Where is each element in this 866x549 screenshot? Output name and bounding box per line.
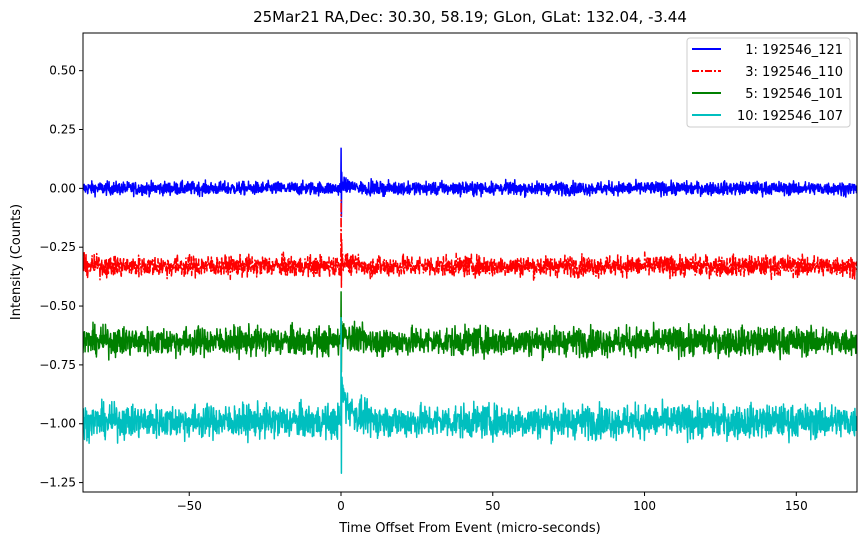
- y-tick-label: 0.00: [49, 181, 76, 195]
- x-tick-label: 150: [785, 499, 808, 513]
- y-tick-label: −0.25: [39, 240, 76, 254]
- legend-label: 1: 192546_121: [745, 43, 843, 58]
- legend-label: 10: 192546_107: [737, 109, 843, 124]
- legend-box: [686, 37, 851, 128]
- x-tick-label: 0: [337, 499, 345, 513]
- plot-frame: [82, 32, 858, 493]
- x-tick-label: −50: [177, 499, 202, 513]
- y-tick-label: −0.75: [39, 358, 76, 372]
- series-line-3: [83, 317, 857, 474]
- y-tick-label: 0.50: [49, 64, 76, 78]
- y-tick-label: −1.25: [39, 476, 76, 490]
- legend-label: 5: 192546_101: [745, 87, 843, 102]
- y-tick-label: −1.00: [39, 417, 76, 431]
- x-tick-label: 100: [633, 499, 656, 513]
- legend: 1: 192546_121 3: 192546_110 5: 192546_10…: [686, 37, 851, 128]
- x-axis-label: Time Offset From Event (micro-seconds): [338, 521, 601, 536]
- series-layer: [83, 147, 857, 474]
- series-line-2: [83, 291, 857, 373]
- y-axis-label: Intensity (Counts): [9, 204, 24, 320]
- series-line-0: [83, 147, 857, 218]
- y-tick-label: 0.25: [49, 123, 76, 137]
- x-axis: −50 0 50 100 150: [177, 492, 808, 513]
- y-axis: 0.50 0.25 0.00 −0.25 −0.50 −0.75 −1.00 −1.25: [39, 64, 83, 490]
- series-line-1: [83, 199, 857, 288]
- x-tick-label: 50: [485, 499, 500, 513]
- y-tick-label: −0.50: [39, 299, 76, 313]
- legend-label: 3: 192546_110: [745, 65, 843, 80]
- chart-title: 25Mar21 RA,Dec: 30.30, 58.19; GLon, GLat…: [253, 8, 687, 26]
